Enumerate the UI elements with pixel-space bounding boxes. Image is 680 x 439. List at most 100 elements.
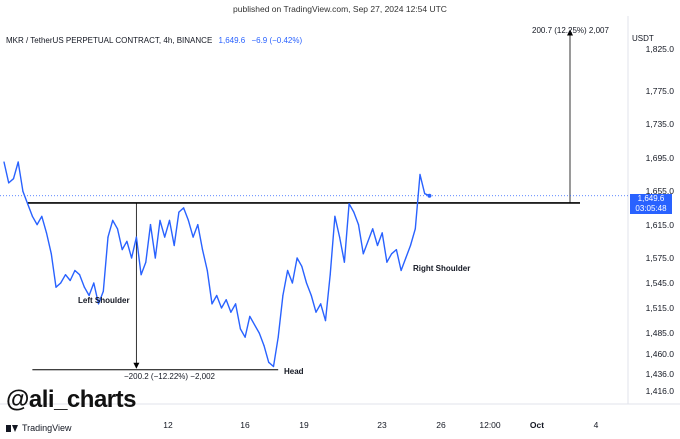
price-point <box>159 219 161 221</box>
price-point <box>424 193 426 195</box>
price-point <box>372 228 374 230</box>
price-point <box>211 303 213 305</box>
price-point <box>93 282 95 284</box>
price-point <box>107 236 109 238</box>
price-point <box>126 240 128 242</box>
price-point <box>12 178 15 180</box>
y-tick-label: 1,735.0 <box>645 119 674 130</box>
head-label: Head <box>284 367 304 376</box>
x-tick-label: 4 <box>593 420 599 430</box>
price-point <box>88 294 90 297</box>
price-point <box>272 365 275 368</box>
x-tick-label: 23 <box>377 420 387 430</box>
price-point <box>183 207 185 209</box>
price-point <box>178 211 180 213</box>
bar-countdown: 03:05:48 <box>635 204 667 213</box>
last-price-dot <box>427 193 432 198</box>
price-point <box>3 161 5 163</box>
chart-area[interactable]: MKR / TetherUS PERPETUAL CONTRACT, 4h, B… <box>0 16 680 430</box>
price-point <box>301 265 303 267</box>
down-arrow-head <box>133 362 140 369</box>
price-point <box>69 279 71 282</box>
price-point <box>17 161 19 163</box>
currency-label[interactable]: USDT <box>632 34 654 43</box>
price-point <box>41 215 43 217</box>
x-tick-label: 26 <box>436 420 446 430</box>
price-point <box>315 311 317 313</box>
price-point <box>36 224 38 226</box>
price-point <box>116 228 119 230</box>
y-tick-label: 1,460.0 <box>645 348 674 359</box>
price-point <box>168 219 171 221</box>
price-point <box>140 274 142 276</box>
price-point <box>287 269 289 272</box>
price-point <box>31 215 33 217</box>
price-point <box>391 253 393 255</box>
price-point <box>149 224 152 226</box>
price-point <box>74 269 76 272</box>
price-point <box>268 361 270 363</box>
price-point <box>367 240 369 242</box>
tradingview-logo-icon <box>6 424 18 432</box>
price-point <box>112 219 114 221</box>
price-point <box>206 269 208 272</box>
price-point <box>296 257 298 259</box>
tradingview-footer: TradingView <box>6 423 72 433</box>
left-shoulder-label: Left Shoulder <box>78 296 130 305</box>
y-tick-label: 1,416.0 <box>645 385 674 396</box>
price-point <box>220 307 223 309</box>
price-point <box>235 303 237 305</box>
author-watermark: @ali_charts <box>6 386 136 413</box>
price-point <box>102 290 104 292</box>
price-point <box>263 345 265 347</box>
legend-change: −6.9 (−0.42%) <box>251 36 303 45</box>
price-point <box>419 173 421 176</box>
price-point <box>395 249 397 251</box>
price-point <box>414 228 416 230</box>
price-point <box>244 336 246 338</box>
price-point <box>8 182 10 184</box>
price-point <box>131 257 133 259</box>
published-note: published on TradingView.com, Sep 27, 20… <box>233 4 447 14</box>
price-point <box>135 236 137 238</box>
price-point <box>320 303 322 305</box>
price-point <box>164 236 166 238</box>
last-price-tag: 1,649.6 03:05:48 <box>630 194 672 214</box>
y-tick-label: 1,545.0 <box>645 278 674 288</box>
price-point <box>348 203 350 205</box>
tradingview-brand: TradingView <box>22 423 72 433</box>
price-point <box>97 303 100 305</box>
price-point <box>45 232 48 234</box>
price-point <box>197 224 199 226</box>
x-tick-label: 12:00 <box>479 420 501 430</box>
price-point <box>324 320 327 322</box>
price-point <box>225 299 227 301</box>
price-point <box>64 274 67 276</box>
price-point <box>192 236 194 238</box>
price-point <box>400 269 402 272</box>
y-tick-label: 1,485.0 <box>645 328 674 339</box>
price-point <box>376 244 379 247</box>
price-point <box>253 324 256 326</box>
price-point <box>79 274 81 276</box>
y-tick-label: 1,695.0 <box>645 152 674 163</box>
price-point <box>187 219 189 221</box>
price-point <box>50 253 52 255</box>
up-measure-label: 200.7 (12.25%) 2,007 <box>532 26 609 35</box>
x-tick-label: 12 <box>163 420 173 430</box>
price-point <box>353 211 355 213</box>
price-point <box>55 286 57 288</box>
price-point <box>216 294 218 297</box>
price-point <box>339 236 341 238</box>
x-tick-label: 16 <box>240 420 250 430</box>
price-point <box>409 244 412 247</box>
down-measure-label: −200.2 (−12.22%) −2,002 <box>124 372 215 381</box>
price-point <box>173 244 175 247</box>
y-tick-label: 1,775.0 <box>645 86 674 97</box>
price-point <box>343 261 345 263</box>
price-series-line <box>3 161 430 368</box>
price-point <box>201 249 204 251</box>
price-chart[interactable] <box>0 16 680 422</box>
price-point <box>22 190 24 192</box>
symbol-title: MKR / TetherUS PERPETUAL CONTRACT, 4h, B… <box>6 36 213 45</box>
